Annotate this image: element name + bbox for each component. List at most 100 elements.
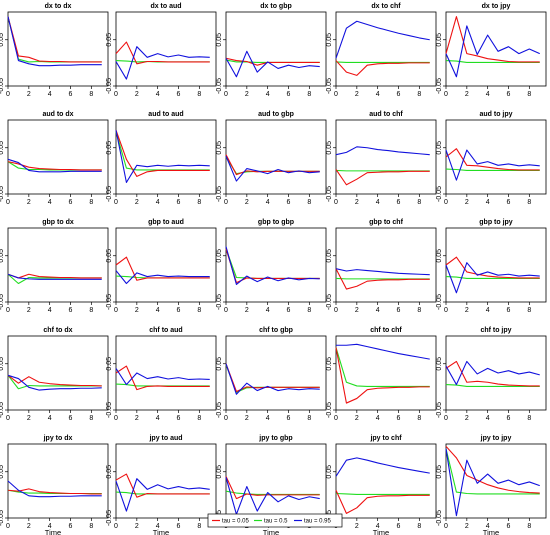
x-tick-label: 0 xyxy=(444,199,448,206)
x-tick-label: 4 xyxy=(486,199,490,206)
x-axis-label: Time xyxy=(45,528,61,535)
series-line-tau-0-95 xyxy=(115,478,210,512)
x-tick-label: 6 xyxy=(69,415,73,422)
x-tick-label: 6 xyxy=(69,523,73,530)
panel-title: dx to dx xyxy=(45,3,72,10)
series-line-tau-0-95 xyxy=(7,158,102,173)
x-tick-label: 8 xyxy=(89,91,93,98)
series-line-tau-0-05 xyxy=(445,148,540,171)
x-tick-label: 8 xyxy=(89,523,93,530)
x-tick-label: 0 xyxy=(114,199,118,206)
x-tick-label: 0 xyxy=(6,91,10,98)
x-tick-label: 6 xyxy=(69,199,73,206)
x-tick-label: 2 xyxy=(355,307,359,314)
y-tick-label: 0.05 xyxy=(216,249,223,263)
x-tick-label: 4 xyxy=(266,91,270,98)
y-tick-label: -0.05 xyxy=(326,402,333,418)
y-tick-label: 0.05 xyxy=(326,141,333,155)
x-tick-label: 6 xyxy=(507,91,511,98)
panel-title: dx to jpy xyxy=(482,3,511,10)
series-line-tau-0-95 xyxy=(7,480,102,498)
x-tick-label: 0 xyxy=(444,91,448,98)
x-tick-label: 2 xyxy=(465,415,469,422)
x-tick-label: 2 xyxy=(355,91,359,98)
x-tick-label: 0 xyxy=(6,199,10,206)
x-tick-label: 2 xyxy=(135,91,139,98)
y-tick-label: 0.05 xyxy=(436,357,443,371)
series-line-tau-0-95 xyxy=(115,46,210,80)
x-tick-label: 4 xyxy=(48,91,52,98)
y-tick-label: 0.05 xyxy=(216,357,223,371)
x-tick-label: 8 xyxy=(197,523,201,530)
series-line-tau-0-05 xyxy=(7,16,102,63)
x-tick-label: 6 xyxy=(69,307,73,314)
x-tick-label: 8 xyxy=(527,307,531,314)
series-line-tau-0-5 xyxy=(225,248,320,279)
y-tick-label: 0.05 xyxy=(216,33,223,47)
y-tick-label: -0.05 xyxy=(326,186,333,202)
x-tick-label: 6 xyxy=(397,523,401,530)
x-tick-label: 2 xyxy=(465,523,469,530)
x-tick-label: 4 xyxy=(156,199,160,206)
panel-frame xyxy=(335,443,437,519)
x-tick-label: 4 xyxy=(266,307,270,314)
x-tick-label: 8 xyxy=(417,91,421,98)
panel-title: dx to chf xyxy=(371,3,401,10)
series-line-tau-0-05 xyxy=(115,473,210,498)
x-tick-label: 0 xyxy=(334,199,338,206)
legend-label: tau = 0.95 xyxy=(304,519,332,525)
y-tick-label: 0.05 xyxy=(0,249,5,263)
y-tick-label: -0.05 xyxy=(436,510,443,526)
x-tick-label: 6 xyxy=(177,523,181,530)
x-tick-label: 4 xyxy=(48,307,52,314)
series-line-tau-0-05 xyxy=(335,347,430,404)
panel-frame xyxy=(7,227,109,303)
series-line-tau-0-95 xyxy=(445,360,540,386)
panel-jpy-to-aud: jpy to aud 0 2 4 6 8 -0.05 0.05 Time xyxy=(106,435,217,535)
panel-frame xyxy=(445,11,547,87)
series-line-tau-0-05 xyxy=(115,365,210,391)
series-line-tau-0-5 xyxy=(7,16,102,63)
x-tick-label: 8 xyxy=(307,91,311,98)
x-tick-label: 2 xyxy=(135,199,139,206)
series-line-tau-0-95 xyxy=(335,20,430,59)
x-tick-label: 6 xyxy=(177,91,181,98)
x-tick-label: 4 xyxy=(376,307,380,314)
x-tick-label: 8 xyxy=(197,415,201,422)
x-tick-label: 6 xyxy=(397,415,401,422)
x-tick-label: 4 xyxy=(156,307,160,314)
panel-chf-to-chf: chf to chf 0 2 4 6 8 -0.05 0.05 xyxy=(326,327,437,422)
panel-gbp-to-gbp: gbp to gbp 0 2 4 6 8 -0.05 0.05 xyxy=(216,219,327,314)
x-tick-label: 2 xyxy=(27,199,31,206)
y-tick-label: 0.05 xyxy=(436,465,443,479)
x-tick-label: 0 xyxy=(6,307,10,314)
panel-frame xyxy=(225,11,327,87)
panel-title: gbp to dx xyxy=(42,219,74,226)
y-tick-label: -0.05 xyxy=(106,186,113,202)
series-line-tau-0-95 xyxy=(445,262,540,294)
panel-title: dx to gbp xyxy=(260,3,292,10)
panel-frame xyxy=(7,119,109,195)
series-line-tau-0-05 xyxy=(7,488,102,495)
series-line-tau-0-05 xyxy=(225,363,320,393)
x-tick-label: 8 xyxy=(197,91,201,98)
series-line-tau-0-5 xyxy=(445,384,540,387)
series-line-tau-0-5 xyxy=(115,131,210,171)
series-line-tau-0-5 xyxy=(335,492,430,495)
y-tick-label: 0.05 xyxy=(0,465,5,479)
series-line-tau-0-05 xyxy=(445,445,540,494)
panel-title: chf to chf xyxy=(370,327,402,334)
y-tick-label: 0.05 xyxy=(106,465,113,479)
y-tick-label: 0.05 xyxy=(326,33,333,47)
x-axis-label: Time xyxy=(373,528,389,535)
y-tick-label: 0.05 xyxy=(106,141,113,155)
x-tick-label: 4 xyxy=(376,199,380,206)
panel-frame xyxy=(225,335,327,411)
y-tick-label: -0.05 xyxy=(106,294,113,310)
legend-label: tau = 0.5 xyxy=(264,519,288,525)
panel-dx-to-aud: dx to aud 0 2 4 6 8 -0.05 0.05 xyxy=(106,3,217,98)
x-tick-label: 0 xyxy=(224,91,228,98)
panel-frame xyxy=(115,119,217,195)
x-tick-label: 0 xyxy=(114,523,118,530)
